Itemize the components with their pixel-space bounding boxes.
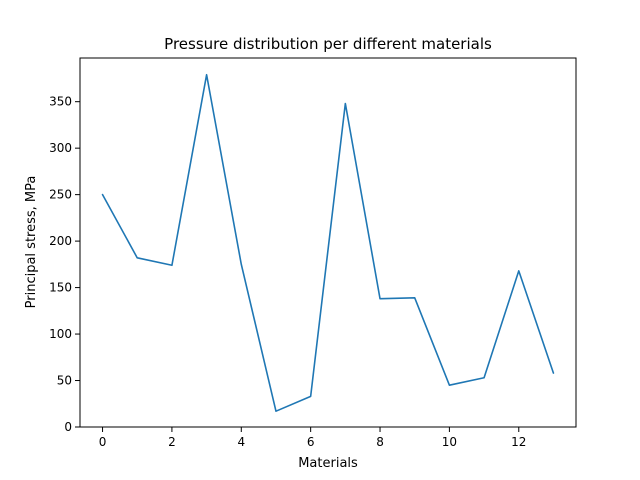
y-tick-label: 0	[64, 420, 72, 434]
x-axis-ticks: 0 2 4 6 8 10 12	[99, 427, 526, 449]
x-tick-label: 4	[237, 435, 245, 449]
x-tick-label: 2	[168, 435, 176, 449]
y-axis-label: Principal stress, MPa	[24, 176, 39, 309]
x-tick-label: 6	[307, 435, 315, 449]
plot-frame	[79, 57, 577, 428]
x-axis-label: Materials	[298, 456, 358, 471]
chart-title: Pressure distribution per different mate…	[164, 35, 492, 53]
y-tick-label: 300	[49, 141, 72, 155]
y-axis-ticks: 0 50 100 150 200 250 300 350	[49, 95, 80, 434]
y-tick-label: 250	[49, 188, 72, 202]
y-tick-label: 50	[57, 374, 72, 388]
y-tick-label: 200	[49, 234, 72, 248]
x-tick-label: 10	[442, 435, 457, 449]
series-line	[101, 73, 555, 412]
x-tick-label: 0	[99, 435, 107, 449]
x-tick-label: 8	[376, 435, 384, 449]
y-tick-label: 150	[49, 281, 72, 295]
y-tick-label: 100	[49, 327, 72, 341]
x-tick-label: 12	[511, 435, 526, 449]
y-tick-label: 350	[49, 95, 72, 109]
